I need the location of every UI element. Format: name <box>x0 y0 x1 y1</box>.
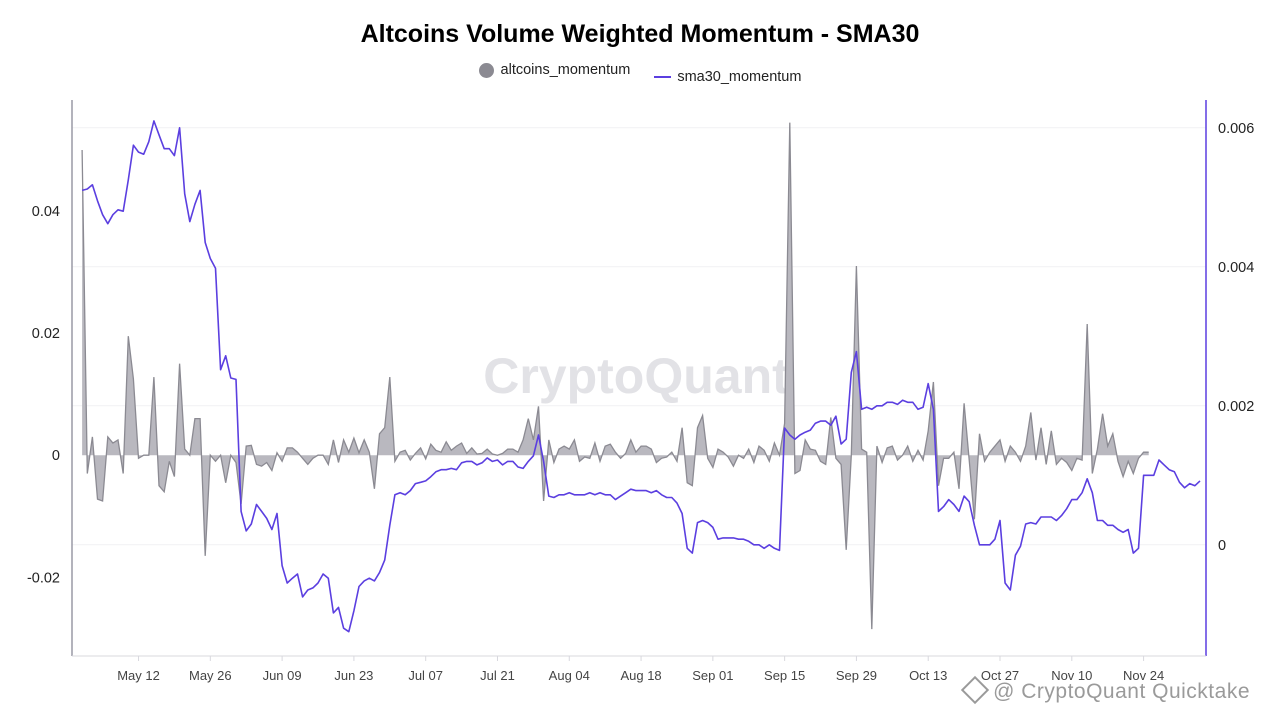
x-tick-label: Nov 24 <box>1123 668 1164 683</box>
x-tick-label: Aug 04 <box>549 668 590 683</box>
chart-title: Altcoins Volume Weighted Momentum - SMA3… <box>360 20 920 48</box>
series-sma30-momentum-line <box>81 120 1201 633</box>
y-right-tick-label: 0.006 <box>1218 121 1254 137</box>
y-left-tick-label: -0.02 <box>27 570 60 586</box>
footer-watermark: @ CryptoQuant Quicktake <box>960 675 1250 705</box>
watermark-text: CryptoQuant <box>483 348 789 404</box>
y-right-tick-label: 0.002 <box>1218 399 1254 415</box>
x-tick-label: Sep 29 <box>836 668 877 683</box>
x-tick-label: Sep 01 <box>692 668 733 683</box>
x-tick-label: May 26 <box>189 668 232 683</box>
x-tick-label: Nov 10 <box>1051 668 1092 683</box>
legend-item-altcoins-momentum[interactable]: altcoins_momentum <box>478 62 631 78</box>
y-right-tick-label: 0.004 <box>1218 260 1254 276</box>
x-tick-label: Jul 21 <box>480 668 515 683</box>
x-tick-label: Jun 23 <box>334 668 373 683</box>
y-left-tick-label: 0 <box>52 448 60 464</box>
legend-label: sma30_momentum <box>677 68 802 85</box>
legend-item-sma30-momentum[interactable]: sma30_momentum <box>654 69 801 85</box>
y-left-tick-label: 0.04 <box>32 204 60 220</box>
legend: altcoins_momentum sma30_momentum <box>0 62 1280 85</box>
cryptoquant-logo-icon <box>960 675 990 705</box>
x-tick-label: Jul 07 <box>408 668 443 683</box>
legend-label: altcoins_momentum <box>500 62 631 78</box>
x-tick-label: Aug 18 <box>620 668 661 683</box>
x-tick-label: May 12 <box>117 668 160 683</box>
x-tick-label: Jun 09 <box>263 668 302 683</box>
x-tick-label: Sep 15 <box>764 668 805 683</box>
footer-watermark-text: @ CryptoQuant Quicktake <box>993 680 1250 703</box>
legend-line-icon <box>654 75 672 78</box>
legend-dot-icon <box>478 62 494 78</box>
x-tick-label: Oct 13 <box>909 668 947 683</box>
series-altcoins-momentum-line <box>81 122 1149 630</box>
y-right-tick-label: 0 <box>1218 538 1226 554</box>
x-tick-label: Oct 27 <box>981 668 1019 683</box>
y-left-tick-label: 0.02 <box>32 326 60 342</box>
